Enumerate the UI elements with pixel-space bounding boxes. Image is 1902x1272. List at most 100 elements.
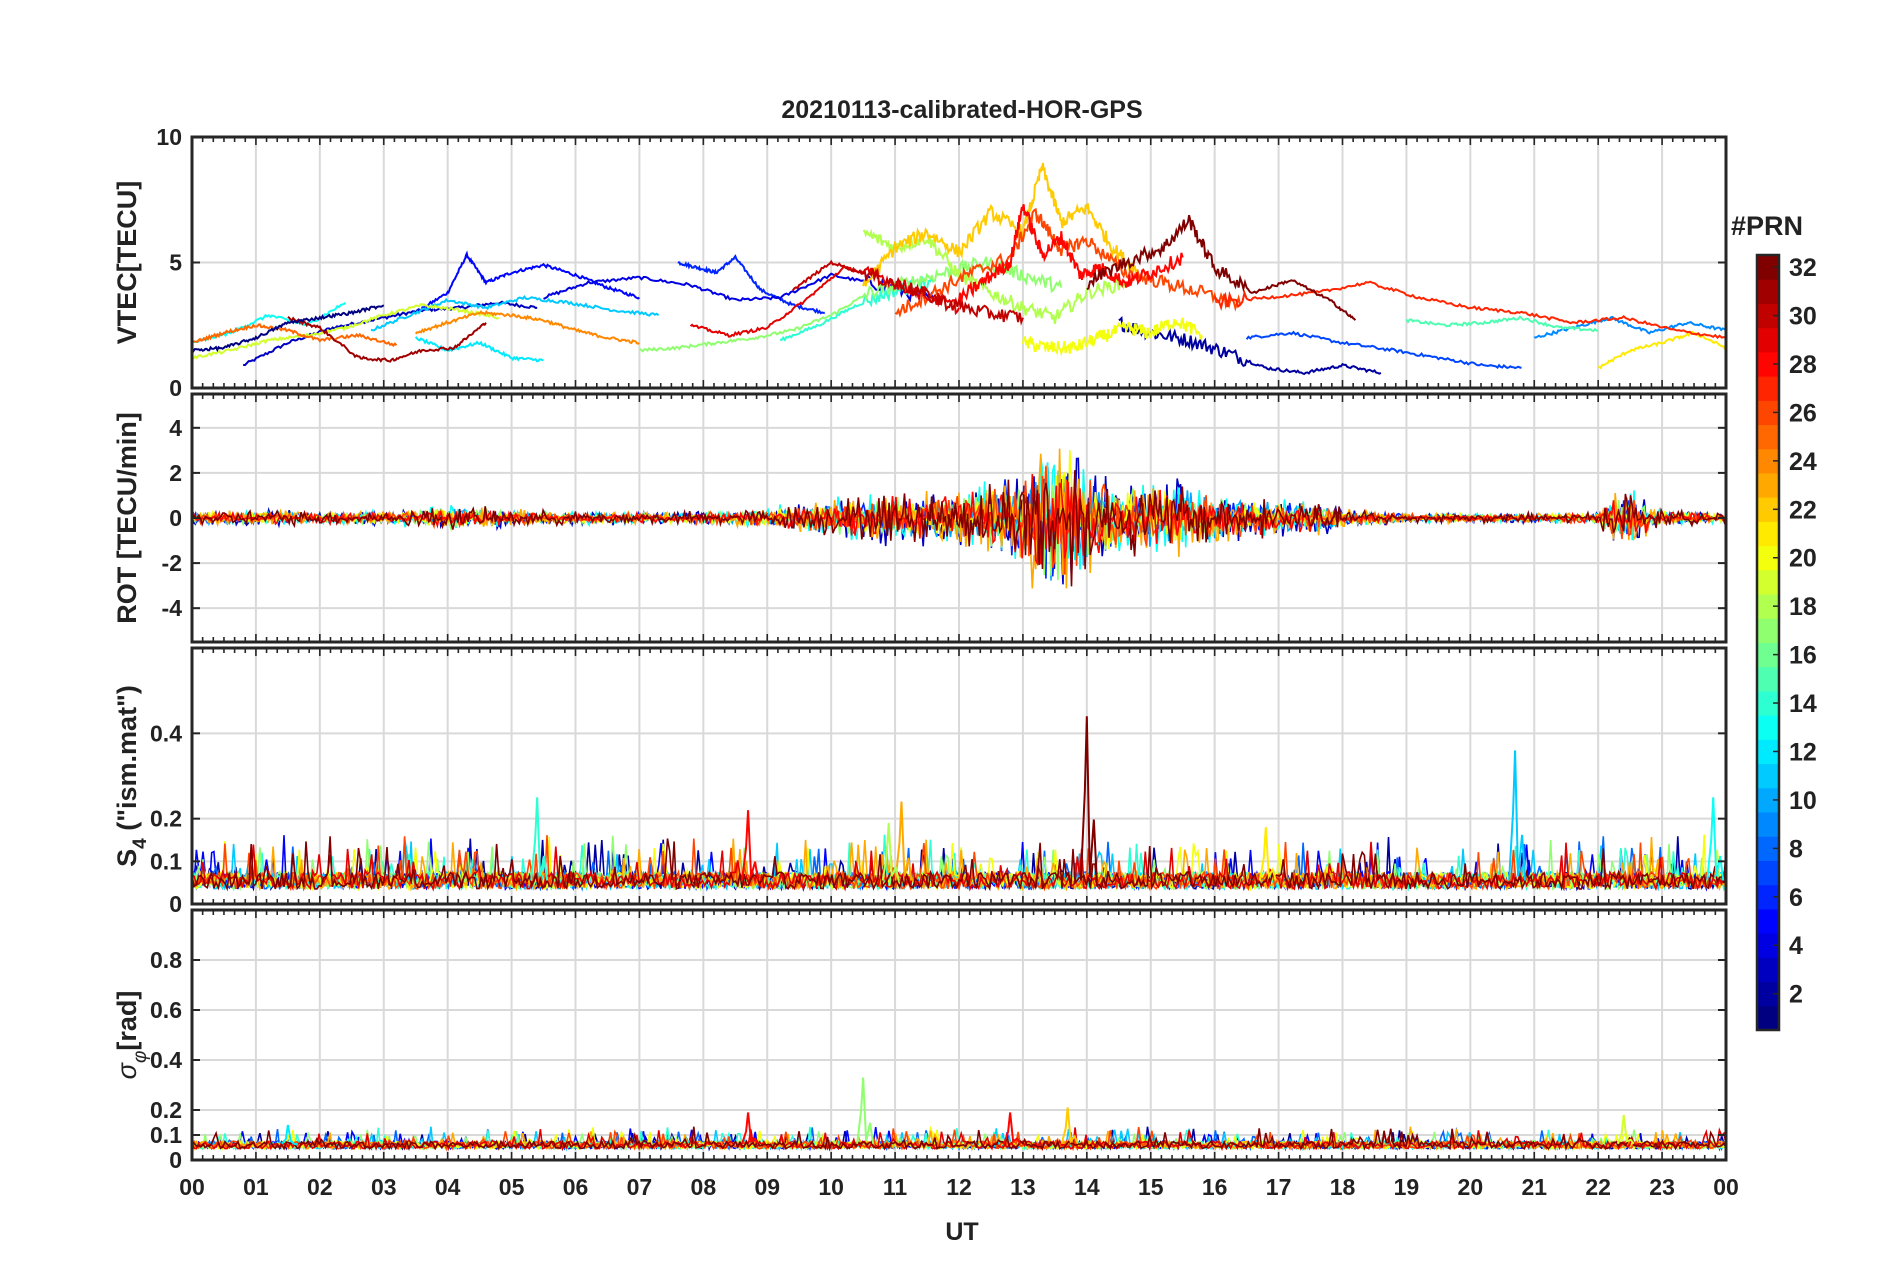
y-axis-label: VTEC[TECU] bbox=[112, 181, 142, 345]
sigma_phi-series-prn-32 bbox=[192, 1126, 1726, 1152]
rot-series-prn-32 bbox=[192, 470, 1726, 587]
vtec-series-prn-31 bbox=[287, 316, 487, 363]
x-tick-label: 17 bbox=[1266, 1174, 1292, 1200]
colorbar-tick-label: 6 bbox=[1789, 884, 1803, 912]
colorbar-tick-label: 8 bbox=[1789, 835, 1803, 863]
y-tick-label: 0 bbox=[169, 1147, 182, 1173]
vtec-series-prn-15 bbox=[1405, 315, 1599, 333]
panel-sigma_phi: 00.10.2 0.4 0.6 0.8 σφ[rad] bbox=[112, 908, 1728, 1173]
x-tick-label: 14 bbox=[1074, 1174, 1100, 1200]
s4-peak-prn-14 bbox=[530, 797, 549, 881]
y-tick-label: -4 bbox=[162, 595, 183, 621]
colorbar-tick-label: 4 bbox=[1789, 932, 1803, 960]
data-layer bbox=[192, 448, 1726, 589]
x-tick-label: 05 bbox=[499, 1174, 525, 1200]
s4-peak-prn-13 bbox=[1706, 797, 1725, 881]
colorbar-segment bbox=[1757, 569, 1779, 595]
y-tick-label: 4 bbox=[169, 415, 182, 441]
vtec-series-prn-30 bbox=[791, 259, 1024, 326]
data-layer bbox=[192, 716, 1726, 892]
vtec-series-prn-27 bbox=[1213, 280, 1726, 340]
colorbar-tick-label: 24 bbox=[1789, 448, 1817, 476]
x-tick-label: 22 bbox=[1585, 1174, 1611, 1200]
y-tick-label: 10 bbox=[156, 124, 182, 150]
colorbar-tick-label: 22 bbox=[1789, 496, 1817, 524]
vtec-series-prn-21 bbox=[1598, 330, 1726, 370]
y-tick-label: 0.1 bbox=[150, 1122, 182, 1148]
sigma_phi-peak-prn-28 bbox=[741, 1112, 759, 1145]
y-tick-label: -2 bbox=[162, 550, 182, 576]
vtec-series-prn-19 bbox=[192, 303, 500, 360]
colorbar-tick-label: 20 bbox=[1789, 545, 1817, 573]
sigma_phi-peak-prn-17 bbox=[856, 1077, 875, 1144]
colorbar-tick-label: 28 bbox=[1789, 351, 1817, 379]
s4-peak-prn-23 bbox=[894, 801, 913, 881]
colorbar-segment bbox=[1757, 521, 1779, 547]
vtec-series-prn-29 bbox=[689, 265, 960, 338]
colorbar-segment bbox=[1757, 545, 1779, 571]
panel-s4: 0 0.1 0.2 0.4S4 ("ism.mat") bbox=[112, 646, 1728, 917]
colorbar-segment bbox=[1757, 981, 1779, 1007]
colorbar-segment bbox=[1757, 255, 1779, 280]
rot-series-prn-28 bbox=[192, 473, 1726, 567]
colorbar-segment bbox=[1757, 739, 1779, 765]
colorbar-segment bbox=[1757, 715, 1779, 740]
y-tick-label: 0.2 bbox=[150, 1097, 182, 1123]
colorbar-segment bbox=[1757, 1005, 1779, 1031]
vtec-series-prn-7 bbox=[1245, 330, 1522, 370]
x-tick-label: 00 bbox=[1713, 1174, 1739, 1200]
y-tick-label: 0 bbox=[169, 375, 182, 401]
sigma_phi-peak-prn-28 bbox=[1003, 1112, 1021, 1145]
x-tick-label: 13 bbox=[1010, 1174, 1036, 1200]
y-axis-label: S4 ("ism.mat") bbox=[112, 685, 151, 867]
colorbar-segment bbox=[1757, 400, 1779, 426]
y-tick-label: 0.4 bbox=[150, 1047, 182, 1073]
x-tick-label: 23 bbox=[1649, 1174, 1675, 1200]
y-axis-label: σφ[rad] bbox=[112, 991, 151, 1080]
colorbar-segment bbox=[1757, 787, 1779, 813]
colorbar-segment bbox=[1757, 594, 1779, 619]
y-tick-label: 0.1 bbox=[150, 848, 182, 874]
colorbar-tick-label: 26 bbox=[1789, 399, 1817, 427]
colorbar-label: #PRN bbox=[1731, 211, 1803, 241]
colorbar-segment bbox=[1757, 908, 1779, 934]
colorbar-segment bbox=[1757, 957, 1779, 983]
vtec-series-prn-32 bbox=[1086, 214, 1357, 321]
vtec-series-prn-25 bbox=[192, 323, 398, 348]
colorbar-segment bbox=[1757, 933, 1779, 958]
y-tick-label: 0 bbox=[169, 891, 182, 917]
x-tick-label: 12 bbox=[946, 1174, 972, 1200]
x-tick-label: 20 bbox=[1458, 1174, 1484, 1200]
vtec-series-prn-2 bbox=[1118, 316, 1382, 376]
colorbar-segment bbox=[1757, 642, 1779, 668]
x-tick-label: 00 bbox=[179, 1174, 205, 1200]
vtec-series-prn-18 bbox=[862, 228, 1127, 324]
vtec-series-prn-24 bbox=[414, 309, 640, 345]
colorbar-segment bbox=[1757, 279, 1779, 304]
x-tick-label: 01 bbox=[243, 1174, 269, 1200]
vtec-series-prn-9 bbox=[1533, 315, 1726, 339]
vtec-series-prn-20 bbox=[1021, 317, 1203, 357]
x-tick-label: 04 bbox=[435, 1174, 461, 1200]
vtec-series-prn-5 bbox=[414, 250, 640, 315]
chart-title: 20210113-calibrated-HOR-GPS bbox=[781, 96, 1142, 124]
colorbar-segment bbox=[1757, 618, 1779, 643]
vtec-series-prn-1 bbox=[192, 304, 385, 353]
x-tick-label: 08 bbox=[691, 1174, 717, 1200]
sigma_phi-peak-prn-19 bbox=[1616, 1114, 1635, 1145]
x-tick-label: 16 bbox=[1202, 1174, 1228, 1200]
colorbar-segment bbox=[1757, 812, 1779, 837]
colorbar-tick-label: 10 bbox=[1789, 787, 1817, 815]
colorbar-segment bbox=[1757, 666, 1779, 692]
colorbar-segment bbox=[1757, 763, 1779, 789]
x-tick-label: 09 bbox=[754, 1174, 780, 1200]
x-axis-label: UT bbox=[945, 1218, 978, 1246]
x-tick-label: 18 bbox=[1330, 1174, 1356, 1200]
colorbar-segment bbox=[1757, 884, 1779, 910]
s4-peak-prn-32 bbox=[1079, 716, 1098, 881]
vtec-series-prn-11 bbox=[370, 294, 660, 332]
colorbar-segment bbox=[1757, 303, 1779, 329]
vtec-series-prn-28 bbox=[958, 204, 1184, 305]
colorbar-segment bbox=[1757, 836, 1779, 861]
